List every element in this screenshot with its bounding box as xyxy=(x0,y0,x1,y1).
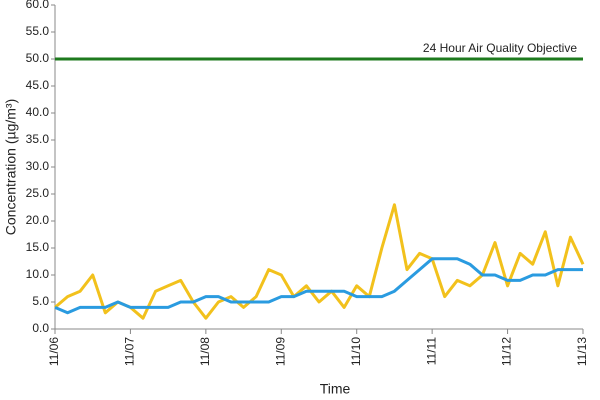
objective-label: 24 Hour Air Quality Objective xyxy=(423,41,577,55)
x-tick-label: 11/11 xyxy=(424,337,438,366)
x-tick-label: 11/09 xyxy=(273,337,287,366)
y-tick-label: 0.0 xyxy=(32,321,49,335)
y-tick-label: 10.0 xyxy=(26,267,50,281)
series-line xyxy=(54,203,585,320)
y-axis-label: Concentration (µg/m³) xyxy=(3,99,19,235)
y-tick-label: 20.0 xyxy=(26,213,50,227)
y-tick-label: 55.0 xyxy=(26,24,50,38)
y-tick-label: 5.0 xyxy=(32,294,49,308)
series-line xyxy=(54,257,583,315)
y-tick-label: 50.0 xyxy=(26,51,50,65)
x-tick-label: 11/08 xyxy=(198,337,212,366)
y-tick-label: 40.0 xyxy=(26,105,50,119)
y-tick-label: 60.0 xyxy=(26,0,50,11)
x-tick-label: 11/10 xyxy=(349,337,363,366)
y-tick-label: 45.0 xyxy=(26,78,50,92)
y-tick-label: 30.0 xyxy=(26,159,50,173)
x-tick-label: 11/06 xyxy=(47,337,61,366)
x-tick-label: 11/12 xyxy=(500,337,514,366)
y-tick-label: 35.0 xyxy=(26,132,50,146)
x-tick-label: 11/07 xyxy=(123,337,137,366)
y-tick-label: 15.0 xyxy=(26,240,50,254)
x-tick-label: 11/13 xyxy=(575,337,589,366)
y-tick-label: 25.0 xyxy=(26,186,50,200)
x-axis-label: Time xyxy=(320,381,351,397)
